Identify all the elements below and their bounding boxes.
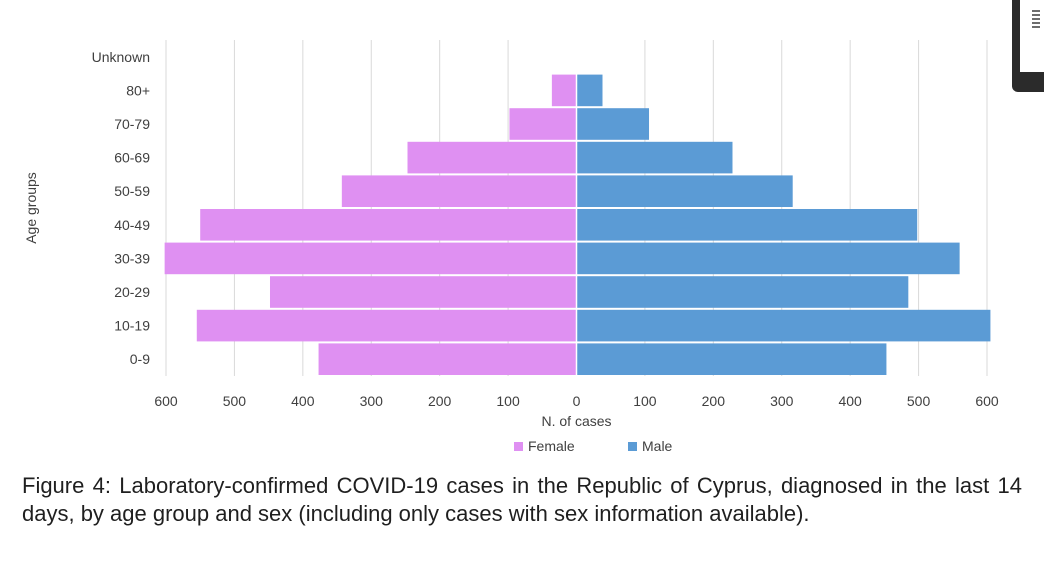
x-tick-label: 100 xyxy=(633,393,657,409)
x-axis-title: N. of cases xyxy=(541,413,611,429)
bar-male xyxy=(576,276,909,308)
bar-female xyxy=(269,276,577,308)
legend-swatch-male xyxy=(628,442,637,451)
y-tick-label: 50-59 xyxy=(114,183,150,199)
bar-female xyxy=(196,309,577,342)
y-axis-title: Age groups xyxy=(23,172,39,244)
bar-female xyxy=(509,108,577,140)
y-tick-label: 20-29 xyxy=(114,284,150,300)
y-tick-label: 10-19 xyxy=(114,318,150,334)
x-tick-label: 400 xyxy=(838,393,862,409)
bar-male xyxy=(576,343,887,375)
bar-female xyxy=(318,343,577,375)
x-tick-label: 100 xyxy=(496,393,520,409)
bar-male xyxy=(576,242,960,275)
bar-male xyxy=(576,141,733,174)
x-tick-label: 400 xyxy=(291,393,315,409)
bar-female xyxy=(407,141,577,174)
legend-swatch-female xyxy=(514,442,523,451)
x-tick-label: 500 xyxy=(907,393,931,409)
y-tick-label: Unknown xyxy=(92,49,150,65)
chart-svg: 0-9 10-19 20-29 30-39 40-49 50-59 60-69 70-79 80… xyxy=(23,40,999,454)
thumbnail-barcode-icon xyxy=(1032,8,1040,28)
y-tick-label: 80+ xyxy=(126,82,150,98)
x-tick-label: 0 xyxy=(573,393,581,409)
x-tick-label: 200 xyxy=(702,393,726,409)
bar-female xyxy=(341,175,577,207)
corner-thumbnail[interactable] xyxy=(1012,0,1044,92)
bar-male xyxy=(576,209,918,241)
x-tick-label: 500 xyxy=(223,393,247,409)
y-tick-label: 60-69 xyxy=(114,150,150,166)
figure-caption: Figure 4: Laboratory-confirmed COVID-19 … xyxy=(22,473,1022,526)
y-tick-label: 0-9 xyxy=(130,351,150,367)
bar-male xyxy=(576,74,603,107)
y-tick-label: 40-49 xyxy=(114,217,150,233)
y-tick-label: 30-39 xyxy=(114,250,150,266)
thumbnail-page xyxy=(1020,0,1044,72)
bar-female xyxy=(164,242,577,275)
x-tick-label: 600 xyxy=(154,393,178,409)
bar-male xyxy=(576,108,650,140)
x-tick-label: 600 xyxy=(975,393,999,409)
x-tick-label: 200 xyxy=(428,393,452,409)
x-tick-label: 300 xyxy=(360,393,384,409)
bar-female xyxy=(551,74,577,107)
population-pyramid-chart: 0-9 10-19 20-29 30-39 40-49 50-59 60-69 70-79 80… xyxy=(23,40,999,454)
x-tick-label: 300 xyxy=(770,393,794,409)
bar-male xyxy=(576,175,793,207)
legend-label-male: Male xyxy=(642,438,673,454)
legend-label-female: Female xyxy=(528,438,575,454)
bar-male xyxy=(576,309,991,342)
bar-female xyxy=(200,209,577,241)
y-tick-label: 70-79 xyxy=(114,116,150,132)
